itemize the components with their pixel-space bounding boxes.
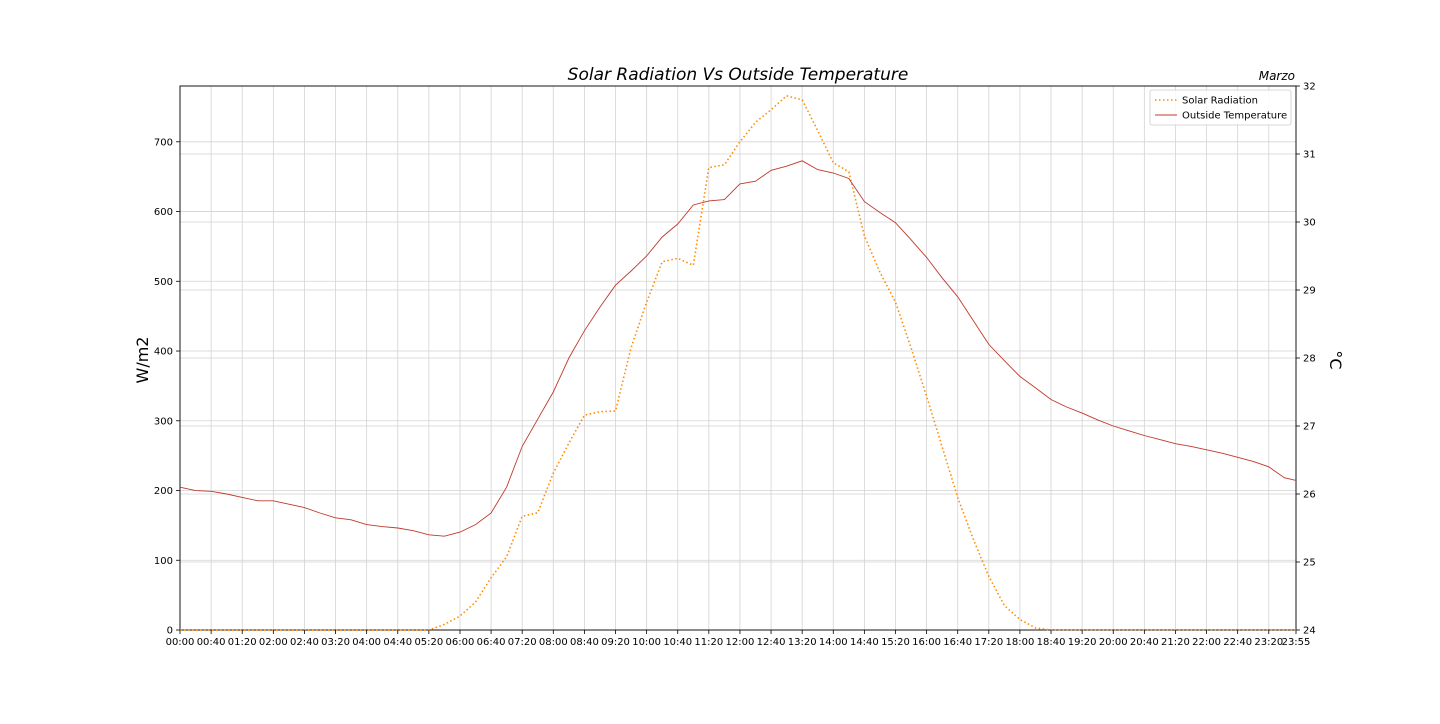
x-tick-label: 21:20 [1161,637,1190,648]
x-tick-label: 16:40 [943,637,972,648]
right-y-tick-label: 32 [1303,82,1316,93]
right-y-tick-label: 24 [1303,626,1316,637]
right-y-tick-label: 31 [1303,150,1316,161]
left-y-axis-label: W/m2 [133,337,152,384]
x-tick-label: 10:00 [632,637,661,648]
x-tick-label: 08:00 [539,637,568,648]
x-tick-label: 15:20 [881,637,910,648]
legend-box [1149,89,1292,126]
right-y-tick-label: 30 [1303,218,1316,229]
x-tick-label: 22:00 [1192,637,1221,648]
x-tick-label: 23:20 [1254,637,1283,648]
x-tick-label: 02:40 [290,637,319,648]
left-y-tick-label: 200 [154,486,173,497]
right-y-axis-ticks: 24 25 26 27 28 29 30 31 32 [1296,82,1316,637]
left-y-tick-label: 100 [154,556,173,567]
right-y-tick-label: 27 [1303,422,1316,433]
x-axis-ticks: 00:00 00:40 01:20 02:00 02:40 03:20 04:00 04:40… [166,630,1311,648]
x-tick-label: 00:40 [197,637,226,648]
x-tick-label: 04:40 [383,637,412,648]
right-y-axis-label: °C [1326,350,1345,369]
series-layer [179,94,1297,631]
left-y-tick-label: 500 [154,277,173,288]
x-tick-label: 19:20 [1068,637,1097,648]
left-y-tick-label: 300 [154,416,173,427]
x-tick-label: 14:00 [819,637,848,648]
x-tick-label: 10:40 [663,637,692,648]
x-tick-label: 01:20 [228,637,257,648]
x-tick-label: 14:40 [850,637,879,648]
chart-title: Solar Radiation Vs Outside Temperature [568,65,909,85]
x-tick-label: 18:00 [1006,637,1035,648]
grid-layer [179,85,1297,631]
left-y-tick-label: 700 [154,137,173,148]
x-tick-label: 12:00 [726,637,755,648]
x-tick-label: 22:40 [1223,637,1252,648]
left-y-tick-label: 600 [154,207,173,218]
x-tick-label: 23:55 [1282,637,1311,648]
legend-label-solar-radiation: Solar Radiation [1182,96,1258,107]
x-tick-label: 11:20 [694,637,723,648]
legend: Solar Radiation Outside Temperature [1149,89,1292,126]
x-tick-label: 03:20 [321,637,350,648]
x-tick-label: 06:40 [477,637,506,648]
x-tick-label: 02:00 [259,637,288,648]
x-tick-label: 18:40 [1037,637,1066,648]
x-tick-label: 07:20 [508,637,537,648]
x-tick-label: 12:40 [757,637,786,648]
x-tick-label: 20:00 [1099,637,1128,648]
left-y-tick-label: 0 [167,626,173,637]
x-tick-label: 16:00 [912,637,941,648]
x-tick-label: 13:20 [788,637,817,648]
series-line-solar-radiation [180,94,1296,631]
x-tick-label: 05:20 [414,637,443,648]
x-tick-label: 04:00 [352,637,381,648]
right-y-tick-label: 26 [1303,490,1316,501]
left-y-tick-label: 400 [154,347,173,358]
left-y-axis-ticks: 0 100 200 300 400 500 600 700 [154,137,180,637]
x-tick-label: 06:00 [446,637,475,648]
right-y-tick-label: 28 [1303,354,1316,365]
x-tick-label: 17:20 [974,637,1003,648]
right-y-tick-label: 25 [1303,558,1316,569]
x-tick-label: 08:40 [570,637,599,648]
legend-label-outside-temperature: Outside Temperature [1182,111,1287,122]
x-tick-label: 00:00 [166,637,195,648]
series-line-outside-temperature [179,160,1297,537]
x-tick-label: 09:20 [601,637,630,648]
chart-subtitle: Marzo [1259,69,1295,83]
right-y-tick-label: 29 [1303,286,1316,297]
x-tick-label: 20:40 [1130,637,1159,648]
